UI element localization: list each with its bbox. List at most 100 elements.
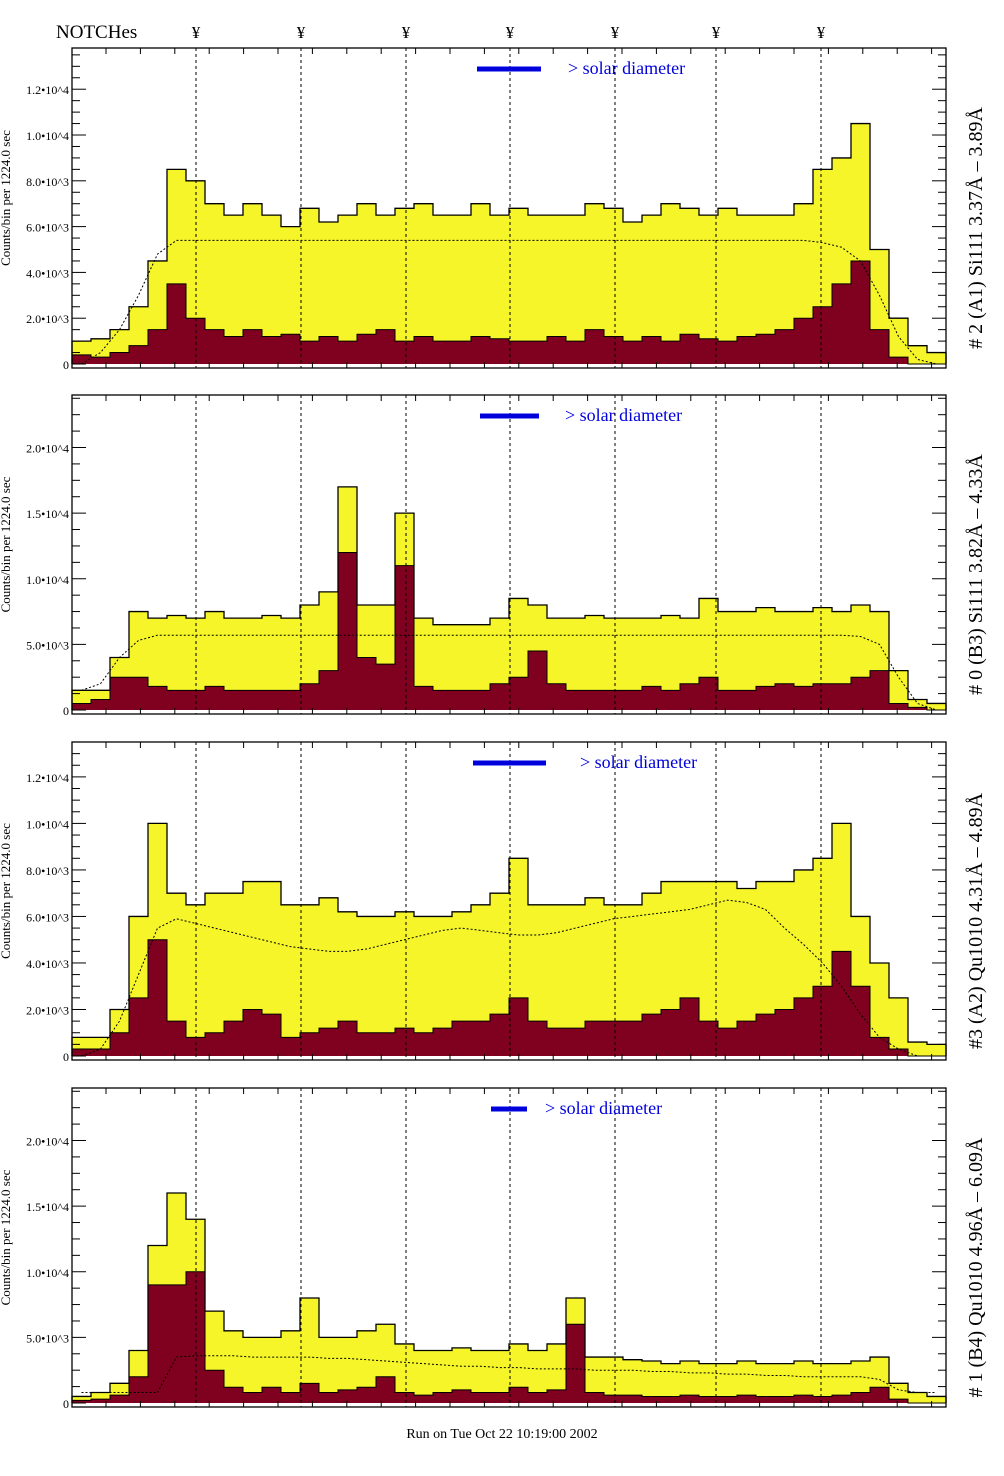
selected-bar (300, 683, 320, 710)
selected-bar (319, 1392, 339, 1403)
panel-title: # 2 (A1) Si111 3.37Å – 3.89Å (965, 107, 987, 349)
notch-marker: ¥ (192, 23, 201, 42)
total-bar (604, 1357, 624, 1403)
total-bar (471, 203, 491, 364)
selected-bar (547, 1028, 567, 1056)
selected-bar (585, 690, 605, 710)
panel-title: # 0 (B3) Si111 3.82Å – 4.33Å (965, 454, 987, 695)
total-outline (71, 822, 947, 1056)
total-bar (889, 1383, 909, 1403)
legend-label: > solar diameter (568, 58, 685, 78)
selected-bar (623, 1021, 643, 1056)
total-bar (243, 1337, 263, 1403)
y-tick-label: 1.0•10^4 (26, 129, 69, 143)
selected-bar (357, 334, 377, 364)
total-bar (433, 1350, 453, 1403)
selected-bar (870, 1387, 890, 1403)
y-tick-label: 5.0•10^3 (26, 1331, 69, 1345)
panel-4: 0 5.0•10^3 1.0•10^4 1.5•10^4 2.0•10^4 Counts/… (0, 1087, 987, 1411)
selected-bar (737, 336, 757, 364)
selected-bar (547, 1389, 567, 1403)
plot-frame (71, 47, 947, 369)
y-tick-label: 1.2•10^4 (26, 771, 69, 785)
selected-bar (775, 1396, 795, 1403)
y-tick-label: 0 (63, 704, 69, 718)
selected-bar (148, 329, 168, 364)
total-bar (452, 911, 472, 1056)
selected-bar (775, 683, 795, 710)
selected-bar (205, 1032, 225, 1056)
selected-bar (908, 707, 928, 710)
total-bar (452, 624, 472, 710)
selected-bar (509, 677, 529, 710)
total-outline (71, 1192, 947, 1403)
selected-outline (71, 939, 946, 1057)
total-bar (528, 904, 548, 1056)
selected-bar (813, 683, 833, 710)
total-bar (927, 703, 947, 710)
selected-bar (110, 1032, 130, 1056)
selected-bar (338, 1021, 358, 1056)
total-bar (680, 208, 700, 364)
y-tick-label: 2.0•10^3 (26, 312, 69, 326)
selected-bar (91, 357, 111, 364)
selected-bar (224, 1021, 244, 1056)
selected-bar (566, 1028, 586, 1056)
selected-bar (91, 1049, 111, 1056)
fit-curve (81, 634, 937, 711)
total-bar (186, 904, 206, 1056)
selected-bar (889, 1049, 909, 1056)
total-bar (452, 215, 472, 364)
selected-bar (813, 306, 833, 364)
plot-frame (71, 394, 947, 715)
y-axis-label: Counts/bin per 1224.0 sec (0, 1169, 13, 1305)
total-outline (71, 122, 947, 364)
selected-bar (509, 1387, 529, 1403)
selected-bar (775, 329, 795, 364)
selected-outline (71, 260, 946, 365)
total-bar (604, 618, 624, 710)
selected-bar (851, 260, 871, 364)
total-bar (224, 1330, 244, 1403)
panel-2: 0 5.0•10^3 1.0•10^4 1.5•10^4 2.0•10^4 Counts/… (0, 394, 987, 718)
fit-curve (81, 899, 937, 1057)
selected-bar (281, 1392, 301, 1403)
total-bar (908, 345, 928, 364)
selected-bar (490, 338, 510, 364)
total-bar (262, 881, 282, 1056)
total-bar (509, 208, 529, 364)
selected-bar (870, 670, 890, 710)
total-bar (604, 208, 624, 364)
selected-bar (129, 345, 149, 364)
selected-bar (794, 997, 814, 1056)
selected-bar (870, 329, 890, 364)
selected-bar (376, 1376, 396, 1403)
total-bar (661, 1363, 681, 1403)
total-bar (224, 893, 244, 1056)
selected-bar (72, 354, 92, 364)
y-tick-label: 0 (63, 1397, 69, 1411)
total-bar (281, 226, 301, 364)
selected-bar (224, 336, 244, 364)
selected-bar (471, 1392, 491, 1403)
selected-bar (471, 1021, 491, 1056)
total-bar (775, 1363, 795, 1403)
total-outline (71, 486, 947, 710)
selected-bar (756, 1014, 776, 1056)
total-bar (737, 888, 757, 1056)
total-bar (775, 215, 795, 364)
fit-curve (81, 1355, 937, 1393)
y-tick-label: 1.0•10^4 (26, 573, 69, 587)
selected-bar (205, 686, 225, 710)
selected-bar (718, 341, 738, 364)
total-bar (395, 911, 415, 1056)
total-bar (623, 904, 643, 1056)
y-tick-label: 6.0•10^3 (26, 221, 69, 235)
total-bar (319, 222, 339, 364)
selected-bar (623, 1395, 643, 1403)
selected-bar (471, 690, 491, 710)
total-bar (889, 670, 909, 710)
selected-bar (452, 1389, 472, 1403)
selected-bar (471, 336, 491, 364)
total-bar (585, 615, 605, 710)
